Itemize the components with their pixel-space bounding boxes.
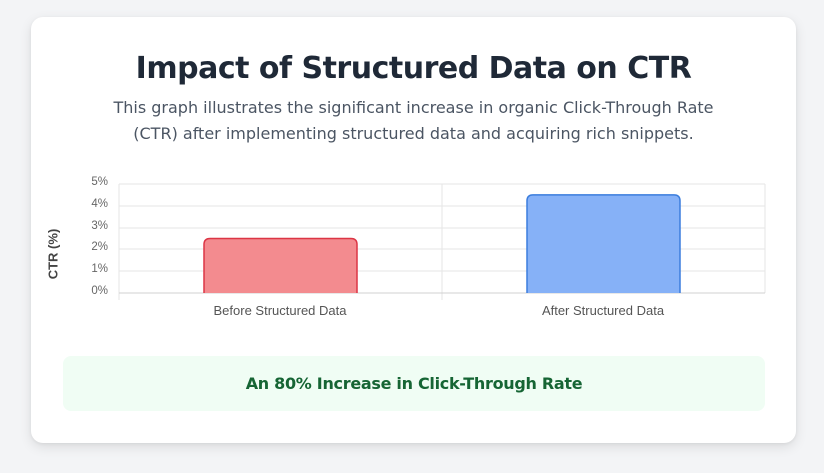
bar-chart: CTR (%) 5% 4% 3% 2% 1% 0% Before Structu…	[31, 17, 796, 443]
result-banner: An 80% Increase in Click-Through Rate	[63, 356, 765, 411]
x-tick-before: Before Structured Data	[213, 303, 347, 318]
bar-before	[203, 237, 358, 293]
page-title: Impact of Structured Data on CTR	[135, 51, 692, 86]
y-tick: 5%	[91, 176, 108, 188]
result-banner-text: An 80% Increase in Click-Through Rate	[245, 374, 583, 393]
page-subtitle: This graph illustrates the significant i…	[113, 98, 714, 143]
y-tick: 0%	[91, 285, 108, 297]
y-tick: 2%	[91, 241, 108, 253]
chart-canvas	[118, 183, 766, 300]
chart-card: Impact of Structured Data on CTR This gr…	[31, 17, 796, 443]
y-tick: 3%	[91, 220, 108, 232]
y-axis-label: CTR (%)	[45, 228, 61, 280]
x-tick-after: After Structured Data	[541, 303, 665, 318]
bar-after	[526, 194, 681, 293]
y-tick: 1%	[91, 263, 108, 275]
y-tick: 4%	[91, 198, 108, 210]
